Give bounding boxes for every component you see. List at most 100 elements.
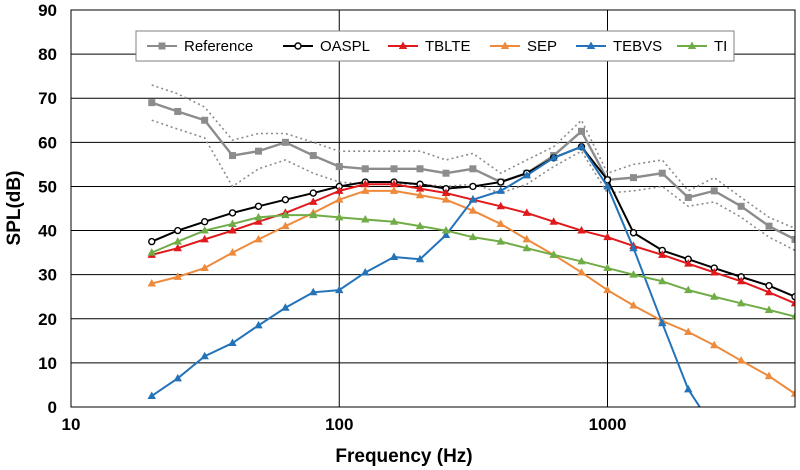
legend-label: TEBVS	[613, 38, 662, 55]
tebvs-point	[629, 243, 638, 252]
tblte-point	[764, 287, 774, 296]
ti-point	[415, 221, 425, 230]
x-axis-title: Frequency (Hz)	[335, 446, 472, 467]
oaspl-point	[629, 229, 638, 237]
ti-point	[309, 210, 318, 219]
tebvs-point	[335, 285, 344, 294]
legend-swatch-marker	[687, 41, 697, 49]
y-tick-label: 40	[38, 222, 57, 241]
series-lines	[147, 99, 795, 407]
tebvs-point	[658, 318, 667, 327]
reference-point	[658, 169, 666, 177]
tblte-point	[335, 186, 344, 194]
ti-point	[200, 226, 209, 234]
ti-point	[736, 298, 746, 307]
y-tick-label: 60	[38, 133, 57, 152]
sep-point	[441, 195, 451, 203]
tebvs-point	[173, 373, 182, 382]
legend-entry-ti: TI	[677, 38, 727, 55]
tblte-point	[254, 217, 263, 225]
ti-point	[335, 212, 344, 221]
tebvs-point	[361, 267, 370, 276]
reference-point	[229, 152, 237, 160]
ti-point	[549, 250, 558, 258]
legend-swatch-marker	[500, 41, 510, 49]
sep-point	[629, 301, 638, 309]
tblte-point	[736, 276, 746, 285]
y-tick-label: 30	[38, 266, 57, 285]
legend-entry-tebvs: TEBVS	[576, 38, 662, 55]
y-tick-label: 20	[38, 310, 57, 329]
oaspl-point	[228, 209, 237, 217]
y-tick-label: 80	[38, 45, 57, 64]
oaspl-point	[254, 202, 263, 210]
sep-point	[468, 206, 478, 214]
sep-point	[389, 186, 399, 194]
ti-point	[441, 226, 451, 234]
sep-point	[603, 285, 612, 294]
reference-point	[309, 152, 317, 160]
oaspl-point	[174, 226, 182, 235]
sep-point	[228, 248, 237, 256]
legend-swatch-marker	[158, 42, 166, 50]
sep-point	[281, 221, 290, 230]
tblte-point	[710, 267, 719, 276]
tblte-point	[389, 179, 399, 188]
ti-point	[254, 212, 263, 221]
tblte-point	[173, 243, 182, 252]
legend-entry-sep: SEP	[490, 38, 557, 55]
reference-point	[791, 235, 795, 243]
reference-point	[684, 193, 692, 201]
tblte-point	[790, 298, 795, 307]
legend-label: TBLTE	[425, 38, 471, 55]
ti-point	[281, 210, 290, 219]
reference-point	[578, 127, 586, 135]
tblte-point	[549, 217, 558, 225]
reference-point	[335, 163, 343, 171]
sep-point	[415, 190, 425, 199]
y-tick-label: 10	[38, 354, 57, 373]
y-tick-label: 90	[38, 1, 57, 20]
legend-label: TI	[714, 38, 727, 55]
tblte-point	[200, 234, 209, 243]
series-ti	[147, 210, 795, 320]
plot-area-border	[70, 9, 796, 408]
y-tick-label: 0	[48, 398, 57, 417]
ti-point	[577, 256, 586, 265]
tebvs-point	[415, 254, 425, 263]
sep-point	[254, 234, 263, 243]
sep-point	[710, 340, 719, 349]
reference-point	[416, 165, 424, 173]
ti-point	[389, 217, 399, 225]
tebvs-point	[441, 230, 451, 238]
oaspl-point	[148, 237, 156, 246]
tblte-point	[228, 226, 237, 234]
tebvs-point	[309, 287, 318, 296]
ti-point	[147, 248, 156, 256]
ti-point	[684, 285, 693, 294]
ti-point	[361, 215, 370, 223]
ti-point	[173, 237, 182, 245]
tebvs-line	[151, 145, 701, 407]
sep-point	[361, 186, 370, 194]
x-tick-label: 100	[325, 415, 353, 434]
reference-point	[361, 165, 369, 173]
legend-label: SEP	[527, 38, 557, 55]
sep-point	[147, 278, 156, 287]
tblte-point	[684, 259, 693, 267]
oaspl-point	[200, 218, 209, 226]
ti-point	[629, 270, 638, 278]
tebvs-point	[577, 142, 586, 150]
x-tick-labels: 10 100 1000	[62, 415, 627, 434]
tebvs-point	[147, 391, 156, 399]
x-tick-label: 1000	[589, 415, 627, 434]
tblte-point	[441, 188, 451, 197]
y-tick-label: 50	[38, 177, 57, 196]
legend-swatch-marker	[586, 41, 596, 49]
legend-swatch-marker	[294, 42, 302, 50]
ti-point	[790, 312, 795, 320]
tebvs-point	[496, 186, 505, 194]
tebvs-point	[549, 153, 558, 161]
legend: Reference OASPL TBLTE SEP TEBVS TI	[135, 30, 735, 62]
reference-point	[442, 169, 450, 177]
